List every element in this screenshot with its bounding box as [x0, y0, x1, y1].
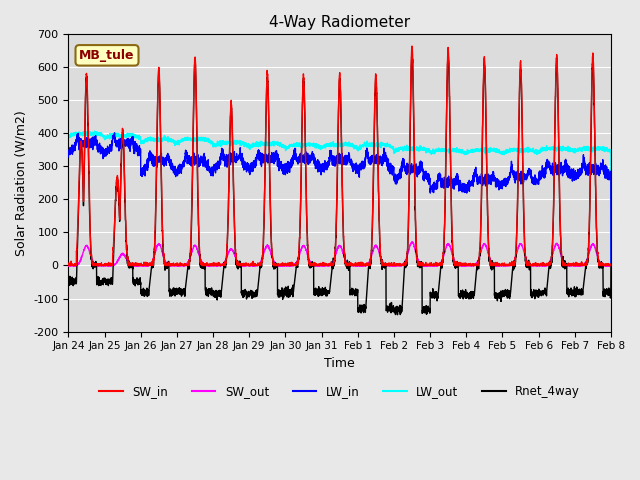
SW_out [65, 263, 72, 269]
SW_out [492, 263, 500, 269]
SW_in [607, 263, 614, 268]
Line: Rnet_4way: Rnet_4way [68, 50, 611, 315]
Line: LW_out: LW_out [68, 131, 611, 265]
SW_in [461, 262, 469, 267]
SW_out [162, 260, 170, 265]
SW_out [67, 263, 75, 269]
Rnet_4way [65, 276, 72, 282]
LW_out [461, 149, 469, 155]
SW_out [431, 263, 439, 268]
SW_in [319, 261, 327, 267]
Rnet_4way [319, 288, 327, 293]
LW_in [111, 130, 118, 136]
LW_in [461, 185, 469, 191]
X-axis label: Time: Time [324, 357, 355, 370]
LW_in [607, 263, 615, 268]
LW_in [65, 154, 72, 160]
Rnet_4way [394, 312, 401, 318]
LW_in [607, 174, 614, 180]
SW_out [607, 263, 615, 268]
LW_in [162, 157, 170, 163]
Rnet_4way [162, 264, 170, 270]
Text: MB_tule: MB_tule [79, 49, 135, 62]
SW_in [492, 262, 500, 268]
Rnet_4way [431, 291, 439, 297]
SW_in [431, 262, 439, 268]
SW_in [607, 263, 615, 268]
LW_in [492, 180, 500, 185]
Rnet_4way [492, 293, 500, 299]
Rnet_4way [461, 295, 469, 300]
LW_in [431, 184, 439, 190]
Rnet_4way [607, 263, 615, 268]
SW_in [162, 263, 170, 268]
LW_in [319, 167, 327, 172]
Title: 4-Way Radiometer: 4-Way Radiometer [269, 15, 410, 30]
SW_out [408, 239, 416, 245]
Line: SW_in: SW_in [68, 46, 611, 265]
Rnet_4way [607, 295, 614, 301]
LW_out [65, 133, 72, 139]
LW_out [607, 149, 614, 155]
SW_out [319, 262, 327, 268]
LW_out [431, 147, 439, 153]
Y-axis label: Solar Radiation (W/m2): Solar Radiation (W/m2) [15, 110, 28, 256]
LW_out [492, 147, 500, 153]
Line: LW_in: LW_in [68, 133, 611, 265]
LW_out [319, 144, 327, 149]
LW_out [91, 128, 99, 134]
Rnet_4way [444, 47, 452, 53]
LW_out [162, 136, 170, 142]
LW_out [607, 263, 615, 268]
SW_out [461, 263, 469, 268]
SW_in [408, 43, 416, 49]
SW_in [65, 263, 72, 268]
Legend: SW_in, SW_out, LW_in, LW_out, Rnet_4way: SW_in, SW_out, LW_in, LW_out, Rnet_4way [95, 381, 585, 403]
SW_out [607, 263, 614, 269]
Line: SW_out: SW_out [68, 242, 611, 266]
